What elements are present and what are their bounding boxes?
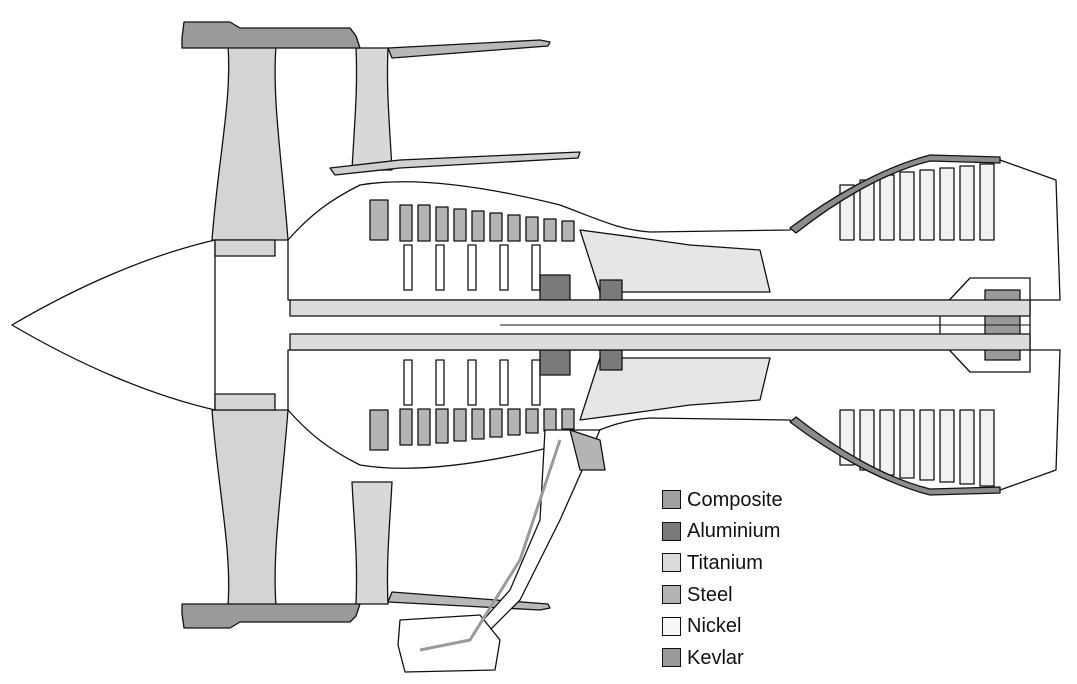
legend-item-titanium: Titanium: [662, 547, 783, 579]
legend-swatch: [662, 553, 681, 573]
turbine-casing-upper: [789, 154, 1001, 234]
outlet-guide-vane-lower: [351, 481, 393, 605]
legend-item-kevlar: Kevlar: [662, 642, 783, 674]
legend-swatch: [662, 521, 681, 541]
fan-hub-lower: [214, 393, 276, 411]
legend-label: Titanium: [687, 551, 763, 574]
gearbox-drive-line: [419, 439, 562, 652]
legend-label: Composite: [687, 488, 783, 511]
bypass-duct-outer-lower: [387, 591, 551, 611]
legend-label: Steel: [687, 583, 733, 606]
legend-item-composite: Composite: [662, 484, 783, 516]
bypass-duct-inner-upper: [329, 151, 581, 176]
legend-swatch: [662, 585, 681, 605]
hp-shaft: [289, 333, 1031, 351]
legend-swatch: [662, 616, 681, 636]
fan-case-upper: [181, 21, 361, 49]
nose-cone: [11, 239, 216, 411]
legend-label: Aluminium: [687, 520, 781, 543]
fan-blade-upper: [211, 45, 289, 241]
legend-swatch: [662, 648, 681, 668]
legend-swatch: [662, 490, 681, 510]
lp-shaft: [289, 299, 1031, 317]
legend-label: Nickel: [687, 615, 742, 638]
compressor-stages-upper: [369, 199, 575, 242]
fan-hub-upper: [214, 239, 276, 257]
turbine-casing-lower: [789, 416, 1001, 496]
lp-turbine-stages-lower: [839, 409, 995, 487]
bypass-duct-outer-upper: [387, 39, 551, 59]
combustor-lower: [579, 357, 771, 421]
materials-legend: Composite Aluminium Titanium Steel Nicke…: [662, 484, 783, 674]
compressor-stages-lower: [369, 408, 575, 451]
fan-blade-lower: [211, 409, 289, 607]
legend-item-nickel: Nickel: [662, 610, 783, 642]
accessory-mount: [569, 429, 606, 471]
fan-case-lower: [181, 603, 361, 629]
outlet-guide-vane-upper: [351, 47, 393, 171]
legend-item-steel: Steel: [662, 579, 783, 611]
legend-item-aluminium: Aluminium: [662, 516, 783, 548]
legend-label: Kevlar: [687, 646, 744, 669]
hp-turbine: [539, 274, 623, 376]
compressor-discs: [403, 244, 541, 406]
